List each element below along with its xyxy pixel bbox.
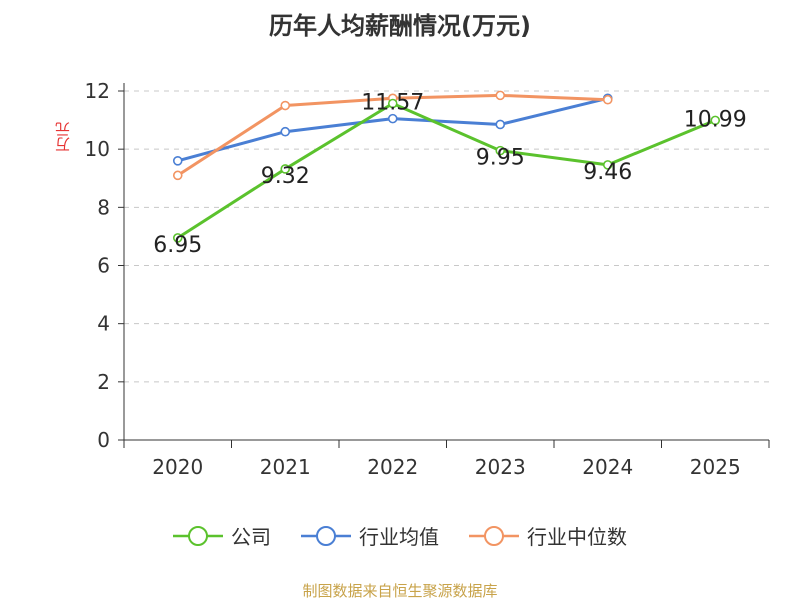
data-label: 9.46: [583, 160, 632, 185]
y-tick-label: 0: [97, 428, 110, 452]
y-tick-label: 4: [97, 312, 110, 336]
data-label: 10.99: [684, 107, 747, 132]
legend-marker-icon: [469, 525, 519, 546]
data-point: [172, 233, 183, 243]
y-tick-label: 6: [97, 254, 110, 278]
legend-label: 行业均值: [359, 525, 439, 549]
x-tick-label: 2020: [152, 455, 203, 479]
y-tick-label: 10: [85, 137, 110, 161]
x-tick-label: 2022: [367, 455, 418, 479]
x-tick-label: 2023: [475, 455, 526, 479]
legend-item-company[interactable]: 公司: [173, 521, 271, 550]
data-point: [387, 98, 398, 109]
legend: 公司 行业均值 行业中位数: [0, 521, 800, 550]
data-point: [280, 164, 291, 174]
legend-item-industry-median[interactable]: 行业中位数: [469, 521, 627, 550]
data-label: 6.95: [153, 233, 202, 258]
legend-marker-icon: [173, 525, 223, 546]
legend-item-industry-mean[interactable]: 行业均值: [301, 521, 439, 550]
legend-circle: [316, 525, 336, 546]
data-point: [602, 94, 613, 105]
y-tick-label: 12: [85, 79, 110, 103]
x-tick-label: 2024: [582, 455, 633, 479]
data-point: [495, 90, 506, 101]
data-point: [172, 156, 183, 166]
data-label: 11.57: [361, 91, 424, 116]
x-tick-label: 2025: [690, 455, 741, 479]
data-point: [602, 160, 613, 170]
data-point: [172, 170, 183, 181]
series-line: [176, 102, 716, 240]
data-label: 9.95: [476, 146, 525, 171]
legend-label: 行业中位数: [527, 525, 627, 549]
data-point: [387, 113, 398, 124]
data-point: [495, 145, 506, 156]
data-point: [280, 126, 291, 137]
legend-circle: [188, 525, 208, 546]
data-label: 9.32: [261, 164, 310, 189]
legend-circle: [484, 525, 504, 546]
legend-label: 公司: [231, 525, 271, 549]
chart-title: 历年人均薪酬情况(万元): [269, 12, 531, 40]
source-note: 制图数据来自恒生聚源数据库: [302, 582, 498, 600]
x-tick-label: 2021: [260, 455, 311, 479]
data-point: [495, 119, 506, 130]
y-tick-label: 8: [97, 195, 110, 219]
legend-marker-icon: [301, 525, 351, 546]
y-tick-label: 2: [97, 370, 110, 394]
data-point: [280, 100, 291, 111]
data-point: [710, 115, 721, 126]
